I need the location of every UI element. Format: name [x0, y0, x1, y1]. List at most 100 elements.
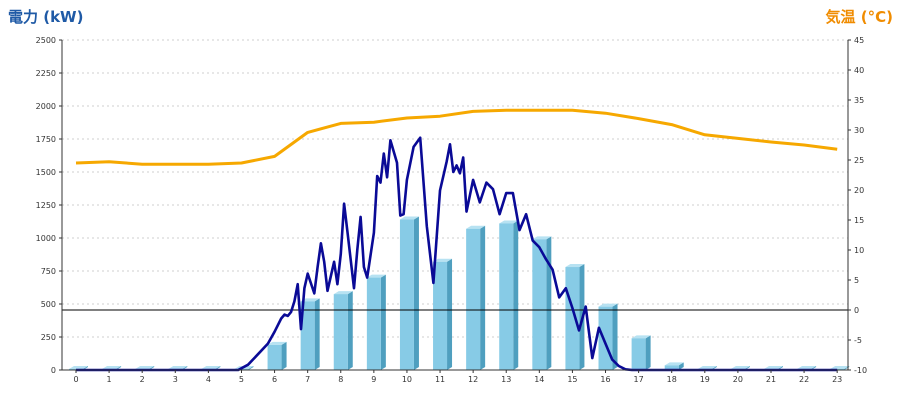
left-tick-label: 250: [41, 333, 56, 342]
bar: [565, 264, 585, 370]
bar-top: [135, 365, 155, 369]
right-tick-label: -5: [854, 336, 862, 345]
bar: [366, 274, 386, 370]
x-tick-label: 16: [600, 375, 610, 384]
bar-top: [730, 365, 750, 369]
bar-top: [300, 298, 320, 302]
x-tick-label: 4: [206, 375, 211, 384]
left-tick-label: 0: [51, 366, 56, 375]
bar-side: [678, 362, 684, 370]
right-tick-label: 30: [854, 126, 864, 135]
bar-top: [499, 220, 519, 224]
bar-front: [433, 261, 448, 370]
bar-top: [366, 274, 386, 278]
bar: [399, 216, 419, 370]
x-tick-label: 17: [634, 375, 644, 384]
right-tick-label: 45: [854, 36, 864, 45]
bar-side: [546, 236, 552, 370]
bar-top: [631, 335, 651, 339]
x-tick-label: 8: [338, 375, 343, 384]
x-tick-label: 7: [305, 375, 310, 384]
left-tick-label: 1500: [36, 168, 56, 177]
left-tick-label: 1000: [36, 234, 56, 243]
power-line: [76, 136, 838, 372]
left-tick-label: 750: [41, 267, 56, 276]
bar-front: [565, 267, 580, 370]
x-tick-label: 18: [667, 375, 677, 384]
bar: [499, 220, 519, 370]
bar-top: [201, 365, 221, 369]
bar: [267, 341, 287, 370]
x-tick-label: 23: [832, 375, 842, 384]
bar-front: [499, 223, 514, 370]
left-tick-label: 2000: [36, 102, 56, 111]
x-tick-label: 6: [272, 375, 277, 384]
x-tick-label: 20: [733, 375, 743, 384]
bar-top: [466, 225, 486, 229]
bar-front: [466, 228, 481, 370]
axis-layer: 02505007501000125015001750200022502500-1…: [36, 36, 867, 384]
bar-top: [267, 341, 287, 345]
right-tick-label: 25: [854, 156, 864, 165]
bar-front: [598, 306, 613, 370]
right-tick-label: 10: [854, 246, 864, 255]
x-tick-label: 10: [402, 375, 412, 384]
x-tick-label: 3: [173, 375, 178, 384]
left-tick-label: 500: [41, 300, 56, 309]
bar-front: [532, 239, 547, 370]
bar-top: [664, 362, 684, 366]
bar-side: [380, 274, 386, 370]
bar-top: [830, 365, 850, 369]
left-axis-title: 電力 (kW): [8, 8, 83, 26]
left-tick-label: 1750: [36, 135, 56, 144]
bar-side: [480, 225, 486, 370]
bar-top: [565, 264, 585, 268]
x-tick-label: 1: [107, 375, 112, 384]
x-tick-label: 9: [371, 375, 376, 384]
left-tick-label: 2500: [36, 36, 56, 45]
grid-layer: [62, 39, 848, 371]
bar-top: [333, 291, 353, 295]
bar-front: [664, 365, 679, 370]
bar-front: [333, 294, 348, 370]
right-tick-label: 15: [854, 216, 864, 225]
x-tick-label: 14: [534, 375, 544, 384]
bar-top: [763, 365, 783, 369]
bar-top: [102, 365, 122, 369]
bar-side: [248, 365, 254, 370]
bar-side: [447, 258, 453, 370]
bar-side: [281, 341, 287, 370]
right-tick-label: -10: [854, 366, 867, 375]
bar-side: [347, 291, 353, 370]
bar: [300, 298, 320, 370]
bar: [664, 362, 684, 370]
bar-top: [697, 365, 717, 369]
left-tick-label: 2250: [36, 69, 56, 78]
bar: [333, 291, 353, 370]
bar-side: [612, 303, 618, 370]
x-tick-label: 15: [567, 375, 577, 384]
bar-front: [300, 301, 315, 370]
bar-series: [69, 216, 850, 370]
bar-top: [532, 236, 552, 240]
x-tick-label: 12: [468, 375, 478, 384]
bar-side: [314, 298, 320, 370]
x-tick-label: 21: [766, 375, 776, 384]
right-tick-label: 5: [854, 276, 859, 285]
x-tick-label: 0: [73, 375, 78, 384]
right-tick-label: 35: [854, 96, 864, 105]
left-tick-label: 1250: [36, 201, 56, 210]
bar-front: [366, 277, 381, 370]
x-tick-label: 13: [501, 375, 511, 384]
right-tick-label: 0: [854, 306, 859, 315]
x-tick-label: 22: [799, 375, 809, 384]
bar-top: [399, 216, 419, 220]
bar-top: [598, 303, 618, 307]
bar-front: [631, 338, 646, 370]
bar-side: [413, 216, 419, 370]
temperature-line: [75, 108, 838, 166]
x-tick-label: 11: [435, 375, 445, 384]
bar-top: [168, 365, 188, 369]
